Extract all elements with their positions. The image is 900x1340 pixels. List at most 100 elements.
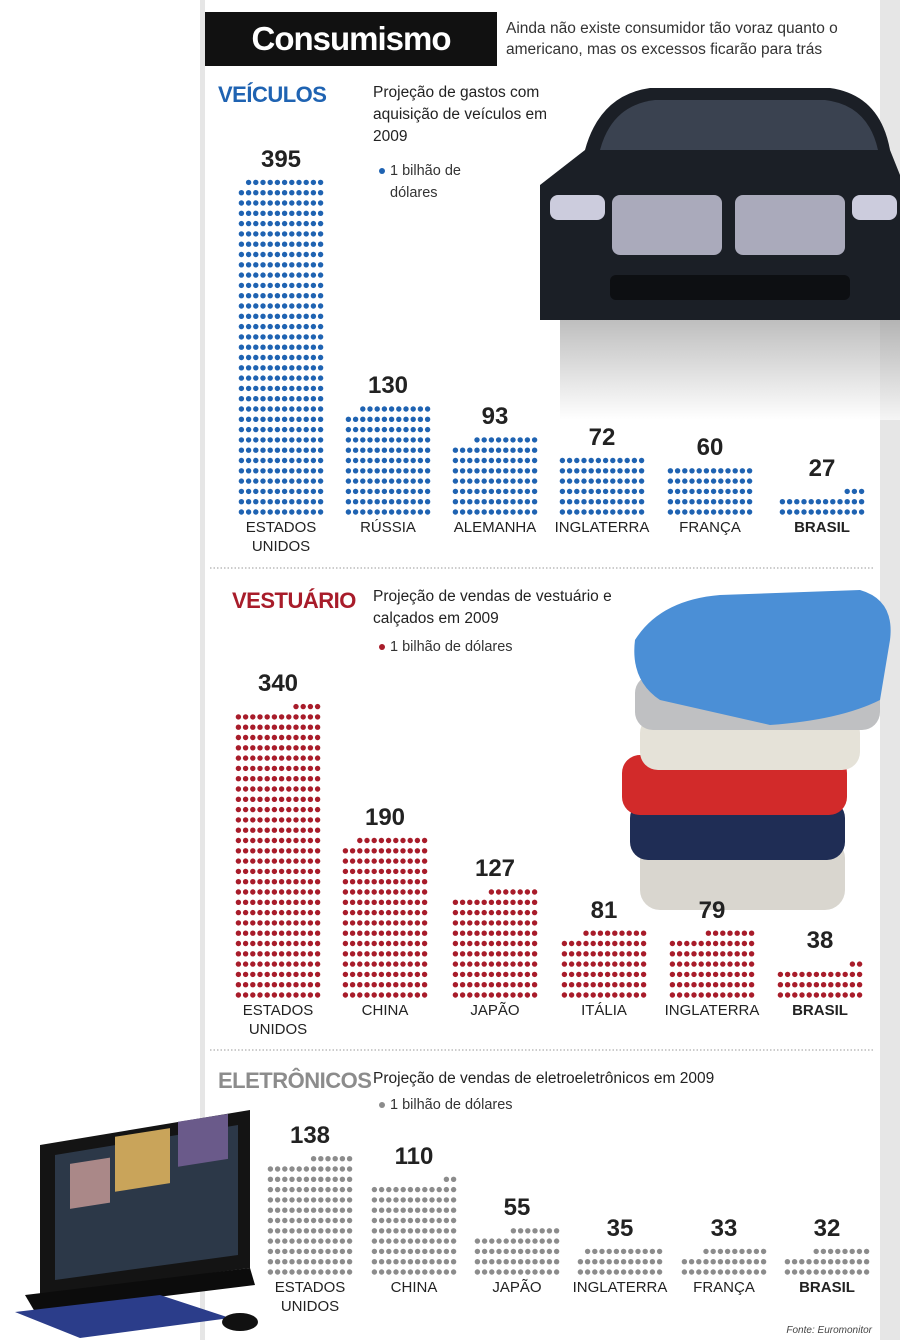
dot: [784, 1269, 791, 1275]
dot: [718, 499, 724, 505]
dot: [271, 961, 278, 967]
dot: [357, 971, 363, 978]
dot: [510, 499, 516, 505]
dot: [257, 920, 263, 926]
dot: [517, 499, 523, 505]
dot: [371, 868, 377, 875]
dot: [281, 437, 288, 443]
dot: [531, 940, 538, 947]
dot: [332, 1248, 338, 1255]
dot: [488, 930, 495, 936]
dot: [332, 1207, 338, 1213]
dot: [274, 385, 281, 392]
dot: [682, 478, 688, 484]
dot: [863, 1259, 870, 1265]
dot: [452, 899, 459, 905]
dot: [698, 961, 704, 967]
dot: [257, 868, 263, 875]
dot: [281, 323, 288, 330]
dot: [452, 447, 459, 453]
dot: [278, 889, 285, 895]
dot: [503, 499, 509, 505]
dot: [410, 416, 416, 422]
dot: [250, 971, 256, 978]
dot: [602, 509, 609, 515]
dot: [264, 920, 270, 926]
dot: [286, 755, 292, 761]
dot: [626, 971, 632, 978]
dot: [286, 971, 292, 978]
dot: [310, 323, 317, 330]
dot: [388, 406, 395, 412]
dot: [388, 488, 395, 495]
dot: [703, 1259, 709, 1265]
dot: [278, 920, 285, 926]
dot: [414, 951, 421, 957]
title: Consumismo revisto: [205, 12, 497, 111]
dot: [289, 396, 295, 402]
dot: [452, 930, 459, 936]
dot: [339, 1186, 346, 1193]
dot: [267, 303, 273, 309]
dot: [583, 930, 589, 936]
dot: [393, 1186, 399, 1193]
dot: [517, 1269, 524, 1275]
dot: [349, 920, 356, 926]
dot: [245, 262, 252, 268]
dot: [414, 858, 421, 864]
dot: [264, 837, 270, 844]
dot: [732, 1269, 738, 1275]
dot: [267, 241, 273, 247]
dot: [820, 992, 827, 998]
dot: [281, 282, 288, 289]
dot: [674, 468, 681, 474]
dot: [642, 1259, 648, 1265]
dot: [720, 940, 726, 947]
dot: [378, 951, 385, 957]
dot: [619, 961, 625, 967]
dot: [314, 724, 321, 730]
dot: [314, 982, 321, 988]
dot: [371, 1228, 378, 1234]
dot: [260, 437, 266, 443]
dot: [691, 961, 697, 967]
dot: [703, 509, 710, 515]
dot: [450, 1207, 457, 1213]
dot: [303, 251, 309, 258]
dot: [260, 313, 266, 319]
dot: [289, 282, 295, 289]
dot: [410, 468, 416, 474]
dot: [345, 468, 352, 474]
dot: [436, 1248, 442, 1255]
dot: [360, 447, 366, 453]
dot: [260, 365, 266, 371]
dot: [495, 940, 502, 947]
dot: [289, 262, 295, 268]
dot: [250, 724, 256, 730]
dot: [681, 1259, 688, 1265]
dot: [264, 806, 270, 813]
value-label: 72: [588, 423, 616, 451]
dot: [682, 499, 688, 505]
dot: [257, 909, 263, 916]
dot: [705, 940, 712, 947]
dot: [339, 1207, 346, 1213]
dot: [443, 1238, 450, 1244]
dot: [378, 909, 385, 916]
dot: [531, 992, 538, 998]
dot: [410, 406, 416, 412]
dot: [357, 961, 363, 967]
dot: [303, 385, 309, 392]
dot: [264, 982, 270, 988]
dot: [238, 272, 245, 278]
dot: [842, 1248, 848, 1255]
dot: [388, 478, 395, 484]
dot: [307, 827, 314, 833]
dot: [250, 940, 256, 947]
dot: [682, 468, 688, 474]
dot: [245, 478, 252, 484]
dot: [633, 992, 640, 998]
dot: [253, 365, 259, 371]
dot: [278, 879, 285, 885]
dot: [260, 426, 266, 433]
